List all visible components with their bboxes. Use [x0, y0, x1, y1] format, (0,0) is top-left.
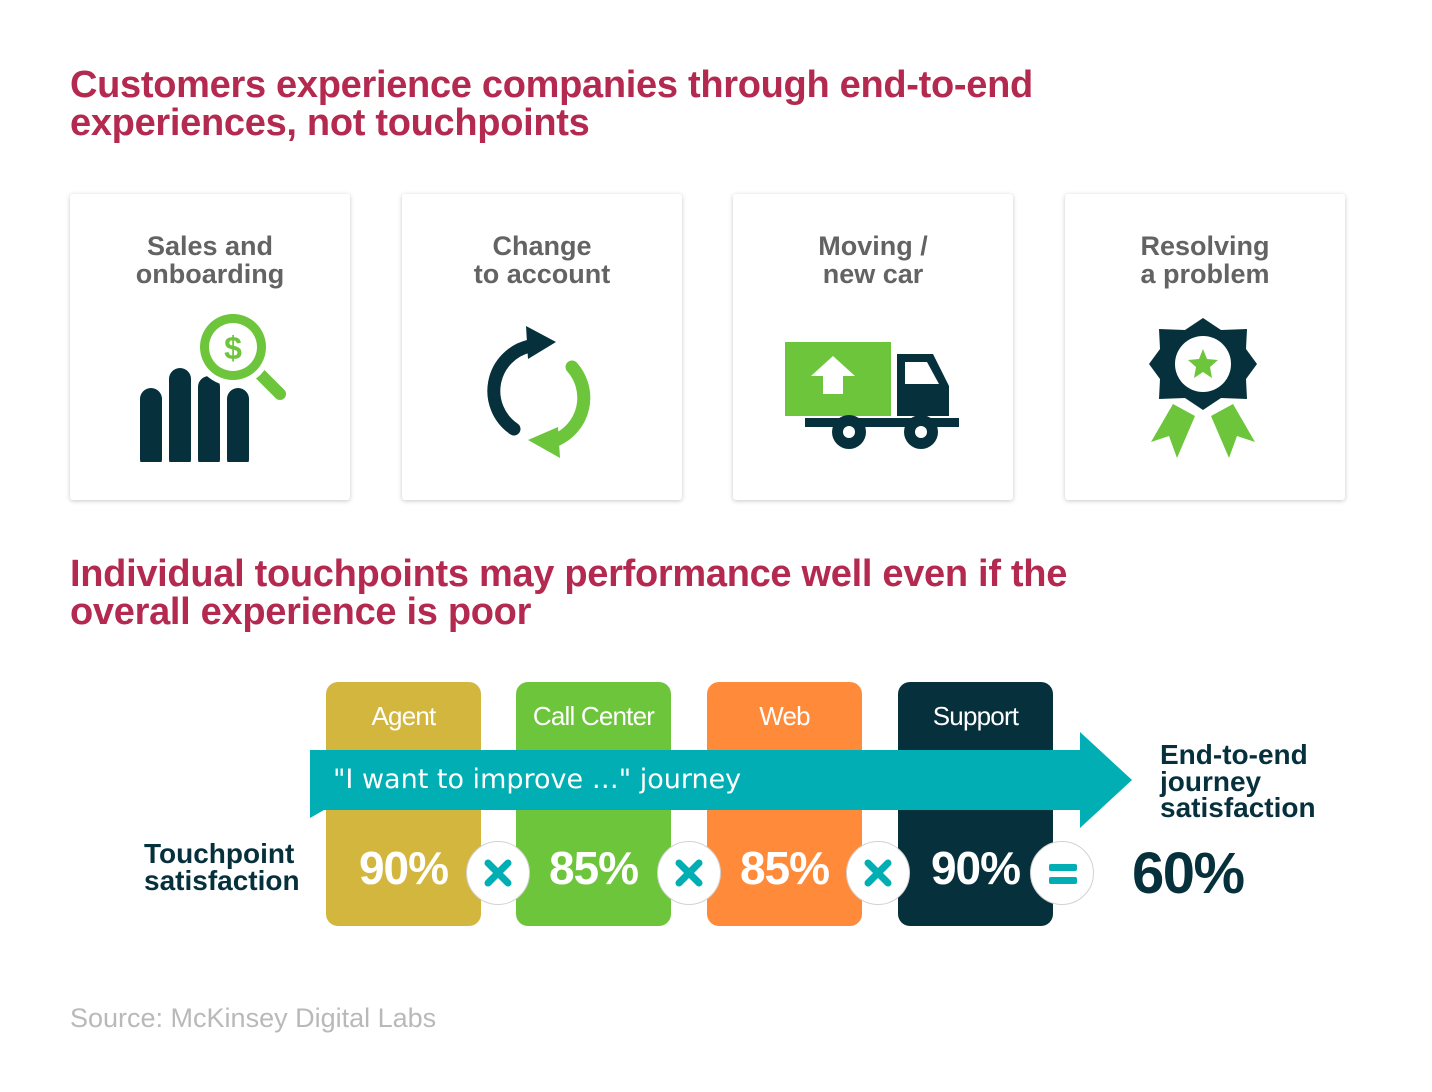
- card-title: Sales and onboarding: [70, 232, 350, 288]
- touchpoint-satisfaction-value: 85%: [739, 842, 830, 894]
- heading-line: overall experience is poor: [70, 591, 532, 633]
- end-to-end-satisfaction-value: 60%: [1132, 841, 1245, 906]
- card-sales-onboarding: Sales and onboarding $: [70, 194, 350, 500]
- card-title-line: Moving /: [818, 231, 928, 261]
- card-title: Change to account: [402, 232, 682, 288]
- card-moving-new-car: Moving / new car: [733, 194, 1013, 500]
- label-line: satisfaction: [1160, 792, 1316, 823]
- card-resolving-problem: Resolving a problem: [1065, 194, 1345, 500]
- card-title-line: Sales and: [146, 231, 274, 261]
- heading-line: Individual touchpoints may performance w…: [70, 553, 1068, 595]
- journey-label: "I want to improve …" journey: [333, 764, 742, 795]
- label-line: journey: [1160, 765, 1262, 797]
- touchpoint-name: Support: [932, 701, 1019, 731]
- heading-line: experiences, not touchpoints: [70, 102, 590, 144]
- multiply-operator: [466, 841, 530, 905]
- heading-line: Customers experience companies through e…: [70, 64, 1033, 106]
- touchpoint-satisfaction-value: 90%: [358, 842, 449, 894]
- card-title-line: new car: [822, 259, 924, 289]
- moving-truck-icon: [785, 342, 959, 449]
- source-note: Source: McKinsey Digital Labs: [70, 1003, 437, 1033]
- card-title: Moving / new car: [733, 232, 1013, 288]
- card-title-line: to account: [473, 259, 611, 289]
- touchpoint-satisfaction-value: 85%: [548, 842, 639, 894]
- label-line: End-to-end: [1160, 739, 1308, 770]
- multiply-operator: [657, 841, 721, 905]
- multiply-icon: [484, 859, 512, 887]
- label-line: Touchpoint: [144, 838, 295, 869]
- label-line: satisfaction: [144, 865, 300, 896]
- touchpoint-satisfaction-label: Touchpoint satisfaction: [144, 838, 300, 896]
- card-title: Resolving a problem: [1065, 232, 1345, 288]
- heading-end-to-end: Customers experience companies through e…: [70, 66, 1170, 142]
- journey-arrow: [310, 732, 1132, 828]
- bar-chart-magnifier-dollar-icon: $: [140, 312, 286, 462]
- touchpoint-name: Call Center: [532, 701, 655, 731]
- card-title-line: Change: [492, 231, 592, 261]
- award-badge-star-icon: [1149, 318, 1257, 458]
- svg-text:$: $: [224, 330, 242, 366]
- touchpoint-name: Agent: [371, 701, 437, 731]
- multiply-icon: [675, 859, 703, 887]
- equals-icon: [1049, 864, 1077, 884]
- card-change-account: Change to account: [402, 194, 682, 500]
- card-title-line: a problem: [1140, 259, 1270, 289]
- end-to-end-satisfaction-label: End-to-end journey satisfaction: [1160, 739, 1316, 823]
- touchpoint-name: Web: [759, 701, 810, 731]
- card-title-line: onboarding: [135, 259, 285, 289]
- card-title-line: Resolving: [1140, 231, 1270, 261]
- equals-operator: [1030, 841, 1094, 905]
- multiply-icon: [864, 859, 892, 887]
- refresh-arrows-icon: [487, 326, 591, 458]
- touchpoint-satisfaction-value: 90%: [930, 842, 1021, 894]
- heading-touchpoints: Individual touchpoints may performance w…: [70, 555, 1170, 631]
- multiply-operator: [846, 841, 910, 905]
